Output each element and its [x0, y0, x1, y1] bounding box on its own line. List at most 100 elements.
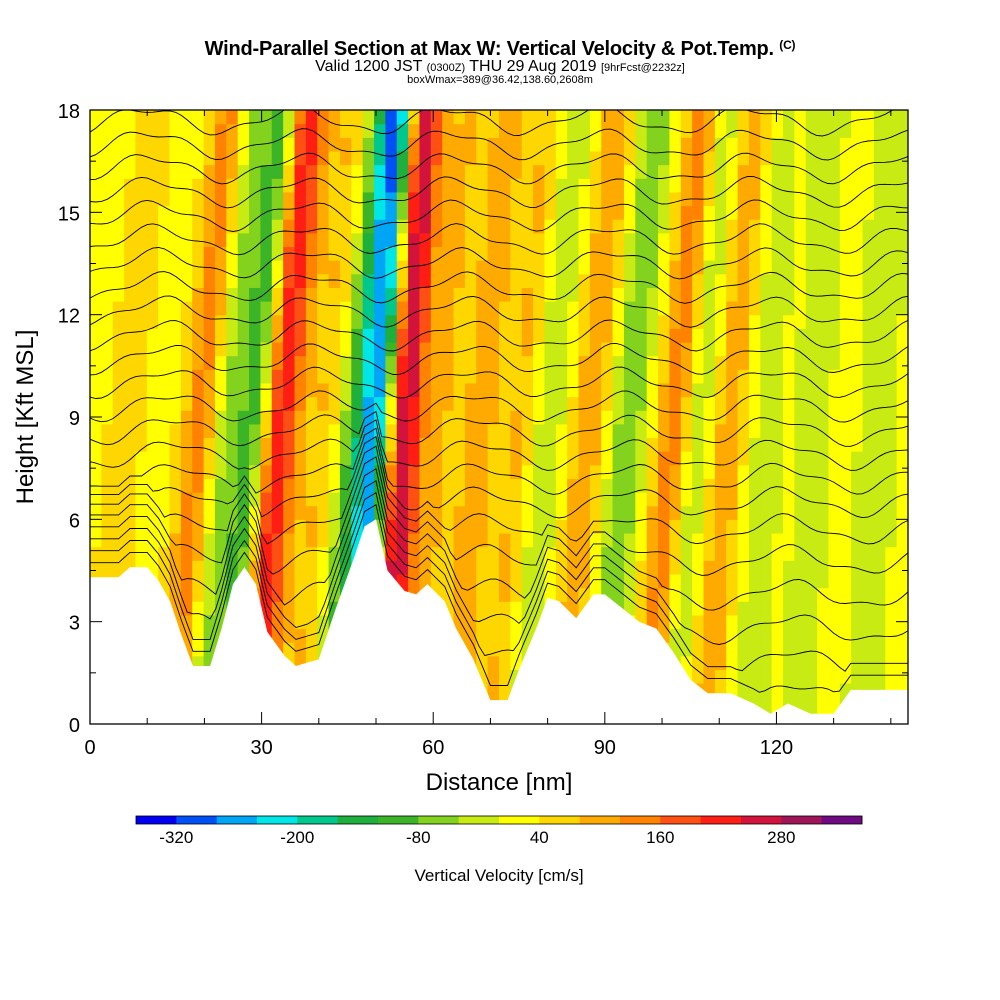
- velocity-cell: [408, 437, 421, 452]
- velocity-cell: [101, 110, 114, 125]
- velocity-cell: [623, 505, 636, 520]
- velocity-cell: [646, 355, 659, 370]
- velocity-cell: [385, 287, 398, 302]
- velocity-cell: [783, 492, 795, 507]
- velocity-cell: [726, 191, 739, 207]
- velocity-cell: [408, 341, 421, 357]
- velocity-cell: [589, 246, 602, 261]
- velocity-cell: [658, 355, 671, 370]
- velocity-cell: [623, 492, 636, 507]
- velocity-cell: [385, 246, 398, 261]
- velocity-cell: [328, 478, 341, 493]
- velocity-cell: [169, 191, 182, 207]
- velocity-cell: [589, 492, 602, 507]
- velocity-cell: [635, 396, 648, 411]
- velocity-cell: [862, 246, 875, 261]
- velocity-cell: [499, 246, 511, 261]
- velocity-cell: [669, 369, 682, 384]
- velocity-cell: [692, 546, 705, 561]
- velocity-cell: [192, 301, 205, 316]
- velocity-cell: [135, 396, 148, 411]
- velocity-cell: [567, 328, 580, 343]
- velocity-cell: [283, 355, 296, 370]
- velocity-cell: [271, 546, 284, 561]
- velocity-cell: [214, 437, 227, 452]
- velocity-cell: [714, 573, 727, 589]
- velocity-cell: [544, 505, 557, 520]
- velocity-cell: [260, 110, 273, 125]
- velocity-cell: [476, 260, 489, 275]
- velocity-cell: [794, 110, 807, 125]
- velocity-cell: [555, 560, 568, 575]
- velocity-cell: [612, 287, 625, 302]
- velocity-cell: [851, 423, 864, 439]
- velocity-cell: [589, 369, 602, 384]
- velocity-cell: [135, 546, 148, 561]
- velocity-cell: [260, 587, 273, 602]
- velocity-cell: [351, 519, 364, 534]
- velocity-cell: [567, 123, 580, 138]
- velocity-cell: [737, 464, 750, 479]
- velocity-cell: [521, 628, 534, 643]
- velocity-cell: [533, 410, 546, 425]
- velocity-cell: [192, 614, 205, 630]
- velocity-cell: [328, 314, 341, 329]
- velocity-cell: [794, 273, 807, 288]
- velocity-cell: [601, 478, 614, 493]
- velocity-cell: [760, 437, 773, 452]
- velocity-cell: [226, 451, 239, 466]
- velocity-cell: [748, 601, 761, 616]
- velocity-cell: [408, 246, 421, 261]
- velocity-cell: [317, 328, 330, 343]
- velocity-cell: [192, 137, 205, 152]
- velocity-cell: [453, 273, 466, 288]
- velocity-cell: [464, 492, 477, 507]
- velocity-cell: [873, 601, 886, 616]
- velocity-cell: [260, 410, 273, 425]
- velocity-cell: [567, 205, 580, 220]
- colorbar-tick-label: 40: [530, 828, 549, 847]
- velocity-cell: [601, 396, 614, 411]
- velocity-cell: [487, 587, 500, 602]
- velocity-cell: [101, 314, 114, 329]
- velocity-cell: [226, 191, 239, 207]
- velocity-cell: [692, 478, 705, 493]
- velocity-cell: [124, 246, 137, 261]
- velocity-cell: [885, 246, 898, 261]
- velocity-cell: [237, 191, 250, 207]
- velocity-cell: [771, 492, 784, 507]
- velocity-cell: [726, 301, 739, 316]
- velocity-cell: [896, 601, 908, 616]
- velocity-cell: [499, 396, 511, 411]
- velocity-cell: [771, 178, 784, 193]
- velocity-cell: [237, 164, 250, 179]
- velocity-cell: [680, 219, 693, 234]
- velocity-cell: [805, 369, 818, 384]
- velocity-cell: [180, 505, 193, 520]
- velocity-cell: [635, 314, 648, 329]
- velocity-cell: [180, 573, 193, 589]
- velocity-cell: [453, 287, 466, 302]
- velocity-cell: [510, 328, 523, 343]
- velocity-cell: [510, 205, 523, 220]
- velocity-cell: [873, 123, 886, 138]
- velocity-cell: [589, 314, 602, 329]
- velocity-cell: [680, 519, 693, 534]
- velocity-cell: [124, 505, 137, 520]
- velocity-cell: [158, 505, 171, 520]
- velocity-cell: [260, 341, 273, 357]
- velocity-cell: [158, 423, 171, 439]
- velocity-cell: [294, 178, 307, 193]
- velocity-cell: [101, 478, 114, 493]
- velocity-cell: [180, 355, 193, 370]
- velocity-cell: [612, 437, 625, 452]
- velocity-cell: [839, 369, 852, 384]
- velocity-cell: [589, 396, 602, 411]
- velocity-cell: [90, 191, 102, 207]
- velocity-cell: [339, 314, 352, 329]
- velocity-cell: [567, 273, 580, 288]
- velocity-cell: [851, 505, 864, 520]
- velocity-cell: [294, 478, 307, 493]
- velocity-cell: [783, 246, 795, 261]
- velocity-cell: [385, 232, 398, 248]
